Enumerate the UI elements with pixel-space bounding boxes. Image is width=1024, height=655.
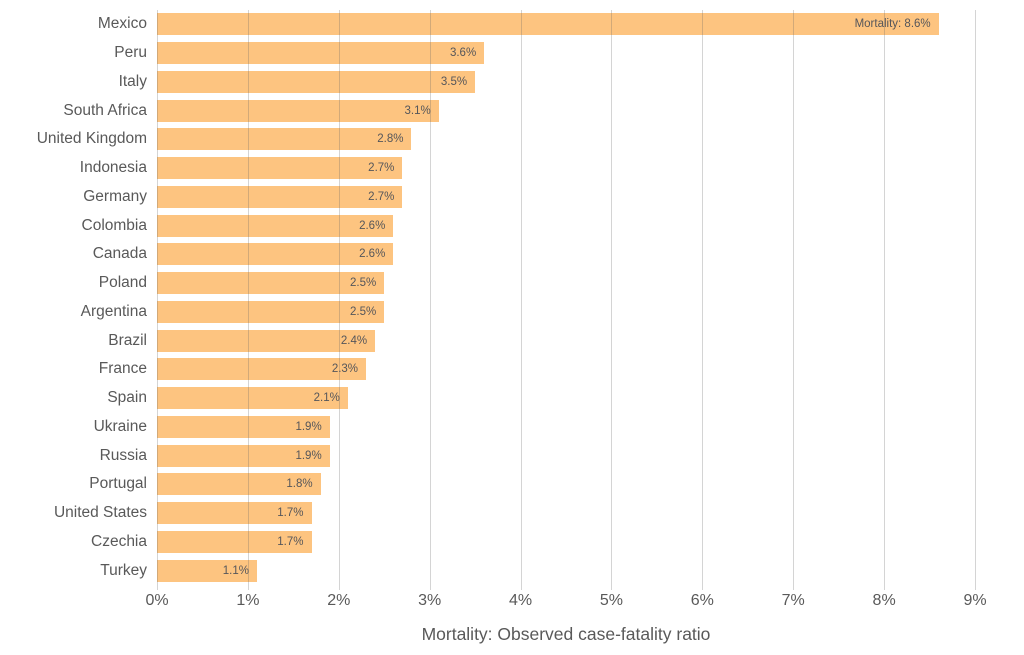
category-label: Ukraine <box>93 417 147 435</box>
x-tick-label: 2% <box>327 592 351 609</box>
category-label: Mexico <box>97 15 147 33</box>
bar-value-label: 1.7% <box>277 535 304 548</box>
bar-value-label: 2.8% <box>377 133 404 146</box>
gridline <box>702 10 704 590</box>
plot-area: Mortality: 8.6% 3.6% 3.5% 3.1% 2.8% 2.7% 2.7% 2… <box>157 10 976 590</box>
bar-value-label: 2.1% <box>313 392 340 405</box>
bar-value-label: 2.4% <box>340 334 368 347</box>
bar: 3.5% <box>157 70 476 93</box>
bar-value-label: 2.3% <box>331 363 359 376</box>
category-label: Indonesia <box>79 159 147 177</box>
gridline <box>157 10 158 590</box>
category-label: Germany <box>83 187 147 205</box>
bar: 1.9% <box>157 444 330 467</box>
gridline <box>793 10 795 590</box>
category-label: Spain <box>107 389 147 407</box>
category-label: Canada <box>92 245 147 263</box>
gridline <box>611 10 613 590</box>
bar-value-label: 2.6% <box>359 248 386 261</box>
gridline <box>338 10 340 590</box>
category-label: Colombia <box>81 216 147 234</box>
category-label: Peru <box>114 44 147 62</box>
bar: 1.1% <box>157 559 257 582</box>
x-tick-label: 7% <box>781 592 805 609</box>
bar-value-label: 2.5% <box>350 277 377 290</box>
bar-value-label: 2.7% <box>368 190 395 203</box>
bar-value-label: 1.9% <box>295 449 322 462</box>
category-label: United States <box>53 504 147 522</box>
gridline <box>884 10 886 590</box>
bar: 2.8% <box>157 128 412 151</box>
bar-value-label: Mortality: 8.6% <box>854 18 931 31</box>
category-label: United Kingdom <box>36 130 147 148</box>
category-label: Portugal <box>89 475 147 493</box>
bar: Mortality: 8.6% <box>157 13 939 36</box>
x-tick-label: 6% <box>690 592 714 609</box>
bar: 1.9% <box>157 415 330 438</box>
category-label: Czechia <box>91 532 147 550</box>
category-label: Turkey <box>100 561 147 579</box>
bar: 3.1% <box>157 99 439 122</box>
bar: 1.8% <box>157 473 321 496</box>
bar: 2.4% <box>157 329 376 352</box>
bar: 2.6% <box>157 243 394 266</box>
gridline <box>247 10 249 590</box>
gridline <box>429 10 431 590</box>
bar-value-label: 3.1% <box>404 104 431 117</box>
category-label: Brazil <box>108 331 147 349</box>
bar-value-label: 2.5% <box>350 305 377 318</box>
x-tick-label: 4% <box>508 592 533 609</box>
bar: 2.7% <box>157 185 403 208</box>
category-label: Italy <box>118 72 147 90</box>
bar-value-label: 1.7% <box>277 507 304 520</box>
category-label: South Africa <box>63 101 147 119</box>
category-label: France <box>98 360 147 378</box>
bar-value-label: 3.5% <box>440 75 468 88</box>
bar: 1.7% <box>157 502 312 525</box>
bar: 2.5% <box>157 272 385 295</box>
gridline <box>975 10 976 590</box>
bar-value-label: 1.8% <box>286 478 313 491</box>
x-tick-label: 0% <box>145 592 169 609</box>
gridline <box>520 10 522 590</box>
category-label: Argentina <box>80 302 147 320</box>
bar: 2.5% <box>157 300 385 323</box>
category-label: Russia <box>99 446 147 464</box>
x-tick-label: 1% <box>236 592 260 609</box>
bar: 1.7% <box>157 530 312 553</box>
bar-value-label: 2.6% <box>359 219 386 232</box>
bar-value-label: 2.7% <box>368 162 395 175</box>
x-tick-label: 3% <box>418 592 442 609</box>
bar: 2.1% <box>157 387 348 410</box>
bar: 3.6% <box>157 42 485 65</box>
x-tick-label: 5% <box>599 592 623 609</box>
category-label: Poland <box>98 274 147 292</box>
bar-value-label: 1.9% <box>295 420 322 433</box>
bar: 2.7% <box>157 157 403 180</box>
x-axis-title: Mortality: Observed case-fatality ratio <box>421 624 711 644</box>
bar: 2.3% <box>157 358 367 381</box>
bar-value-label: 1.1% <box>222 564 249 577</box>
x-tick-label: 8% <box>872 592 896 609</box>
bar: 2.6% <box>157 214 394 237</box>
x-tick-label: 9% <box>963 592 987 609</box>
bar-value-label: 3.6% <box>449 47 477 60</box>
